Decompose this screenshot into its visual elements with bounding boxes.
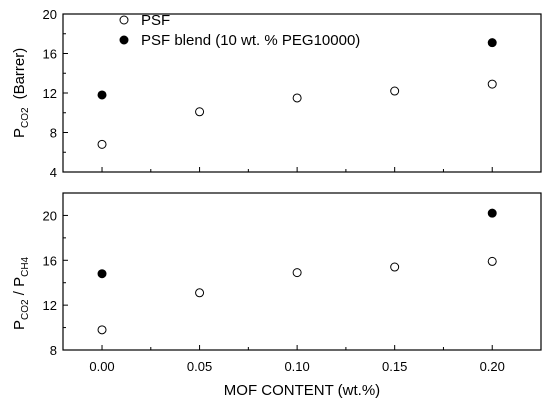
top-y-tick-label: 16 [43, 47, 57, 62]
bottom-y-axis: 8 12 16 20 [43, 208, 493, 358]
legend-label-psf: PSF [141, 12, 170, 29]
bottom-y-axis-title: PCO2 / PCH4 [11, 256, 31, 330]
bottom-x-axis: 0.00 0.05 0.10 0.15 0.20 [89, 359, 505, 374]
bottom-y-tick-label: 20 [43, 208, 57, 223]
bottom-psf-point [487, 256, 497, 266]
bottom-panel-frame [62, 192, 542, 351]
legend: PSF PSF blend (10 wt. % PEG10000) [119, 12, 360, 49]
top-psf-point [390, 86, 400, 96]
top-psf-point [195, 107, 205, 117]
x-tick-label: 0.20 [480, 359, 505, 374]
top-y-axis-title: PCO2(Barrer) [11, 48, 31, 138]
top-y-tick-label: 8 [50, 126, 57, 141]
bottom-y-tick-label: 8 [50, 343, 57, 358]
top-psf-point [292, 93, 302, 103]
top-y-axis: 4 8 12 16 20 [43, 7, 493, 180]
x-tick-label: 0.10 [284, 359, 309, 374]
top-y-tick-label: 20 [43, 7, 57, 22]
x-tick-label: 0.05 [187, 359, 212, 374]
bottom-psf-point [390, 262, 400, 272]
bottom-psf-blend-point [487, 208, 497, 218]
legend-marker-psf-blend [119, 35, 129, 45]
bottom-panel: 8 12 16 20 0.00 0.05 0.10 0.15 0.20 PCO2 / PCH4… [11, 192, 542, 399]
top-y-tick-label: 4 [50, 165, 57, 180]
legend-marker-psf [119, 15, 129, 25]
bottom-data-points [97, 208, 497, 335]
top-psf-blend-point [97, 90, 107, 100]
bottom-y-tick-label: 16 [43, 253, 57, 268]
bottom-psf-point [195, 288, 205, 298]
top-psf-blend-point [487, 38, 497, 48]
bottom-psf-point [97, 325, 107, 335]
legend-label-psf-blend: PSF blend (10 wt. % PEG10000) [141, 32, 360, 49]
x-axis-title: MOF CONTENT (wt.%) [224, 382, 380, 399]
bottom-psf-blend-point [97, 269, 107, 279]
top-panel: 4 8 12 16 20 PCO2(Barrer) PSF PSF blend (10 … [11, 7, 542, 180]
bottom-psf-point [292, 268, 302, 278]
x-tick-label: 0.00 [89, 359, 114, 374]
x-tick-label: 0.15 [382, 359, 407, 374]
top-psf-point [487, 79, 497, 89]
bottom-y-tick-label: 12 [43, 298, 57, 313]
top-data-points [97, 38, 497, 149]
top-y-tick-label: 12 [43, 86, 57, 101]
top-psf-point [97, 139, 107, 149]
